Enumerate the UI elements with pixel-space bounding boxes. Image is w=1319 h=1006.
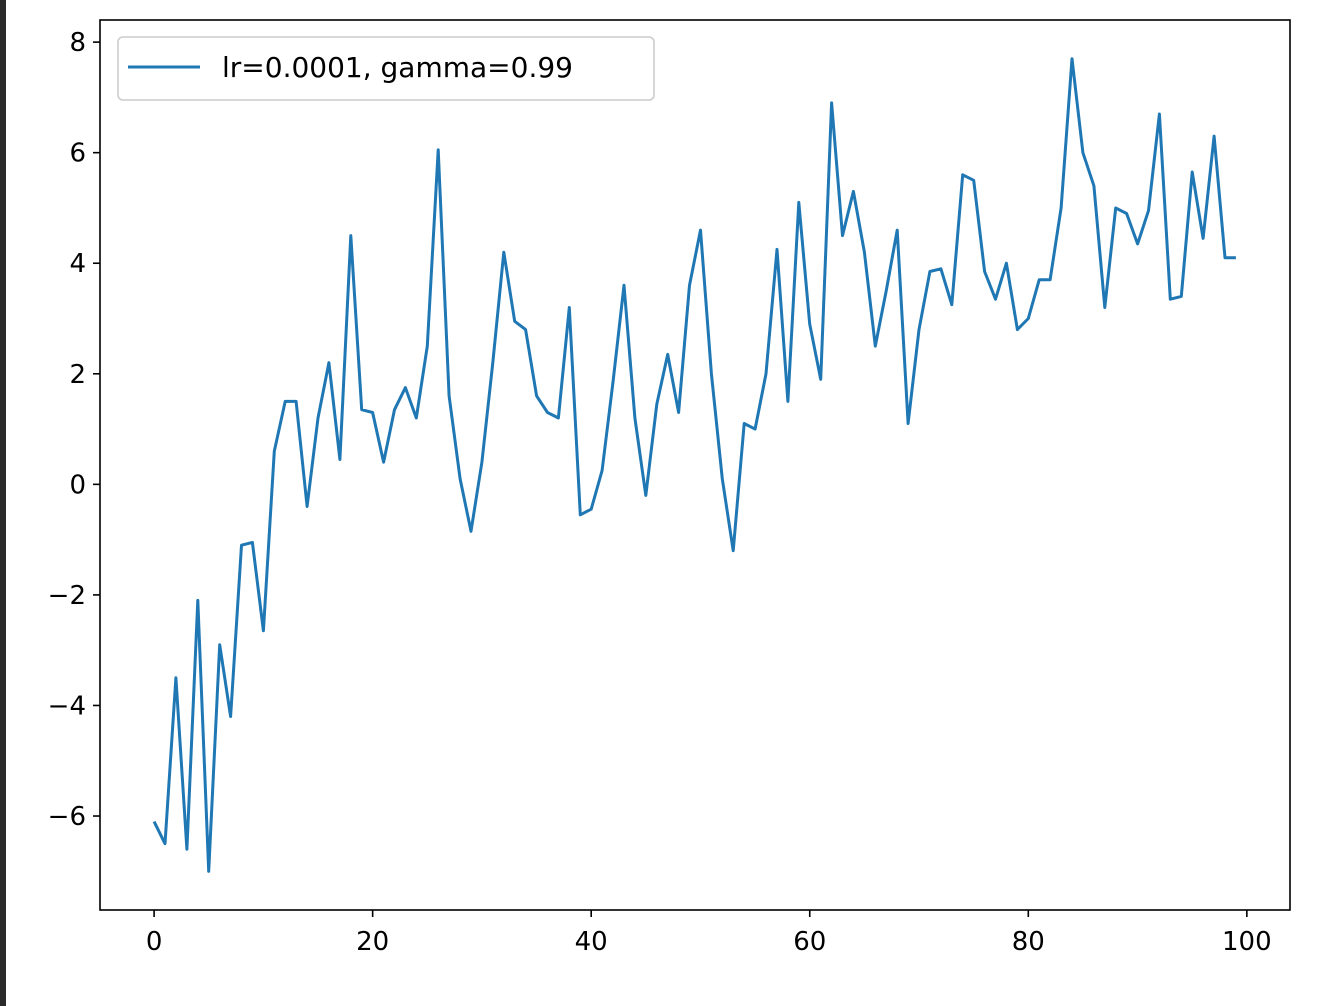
x-tick-label: 0 [146, 927, 163, 957]
legend-label: lr=0.0001, gamma=0.99 [222, 51, 573, 84]
y-tick-label: 4 [69, 249, 86, 279]
x-tick-label: 80 [1012, 927, 1045, 957]
window-edge [0, 0, 6, 1006]
y-tick-label: −4 [48, 691, 86, 721]
data-layer [152, 57, 1236, 873]
legend: lr=0.0001, gamma=0.99 [117, 36, 655, 101]
x-tick-label: 60 [793, 927, 826, 957]
y-tick-label: 6 [69, 139, 86, 169]
y-tick-label: 8 [69, 28, 86, 58]
x-tick-label: 40 [575, 927, 608, 957]
x-tick-label: 100 [1222, 927, 1272, 957]
y-tick-label: 0 [69, 470, 86, 500]
y-tick-label: 2 [69, 360, 86, 390]
x-tick-label: 20 [356, 927, 389, 957]
y-tick-label: −2 [48, 581, 86, 611]
axes-frame [99, 19, 1291, 911]
legend-box [117, 36, 655, 101]
y-tick-label: −6 [48, 802, 86, 832]
y-axis: −6 −4 −2 0 2 4 6 8 [48, 28, 100, 832]
x-axis: 0 20 40 60 80 100 [146, 910, 1272, 957]
series-line [152, 57, 1236, 873]
